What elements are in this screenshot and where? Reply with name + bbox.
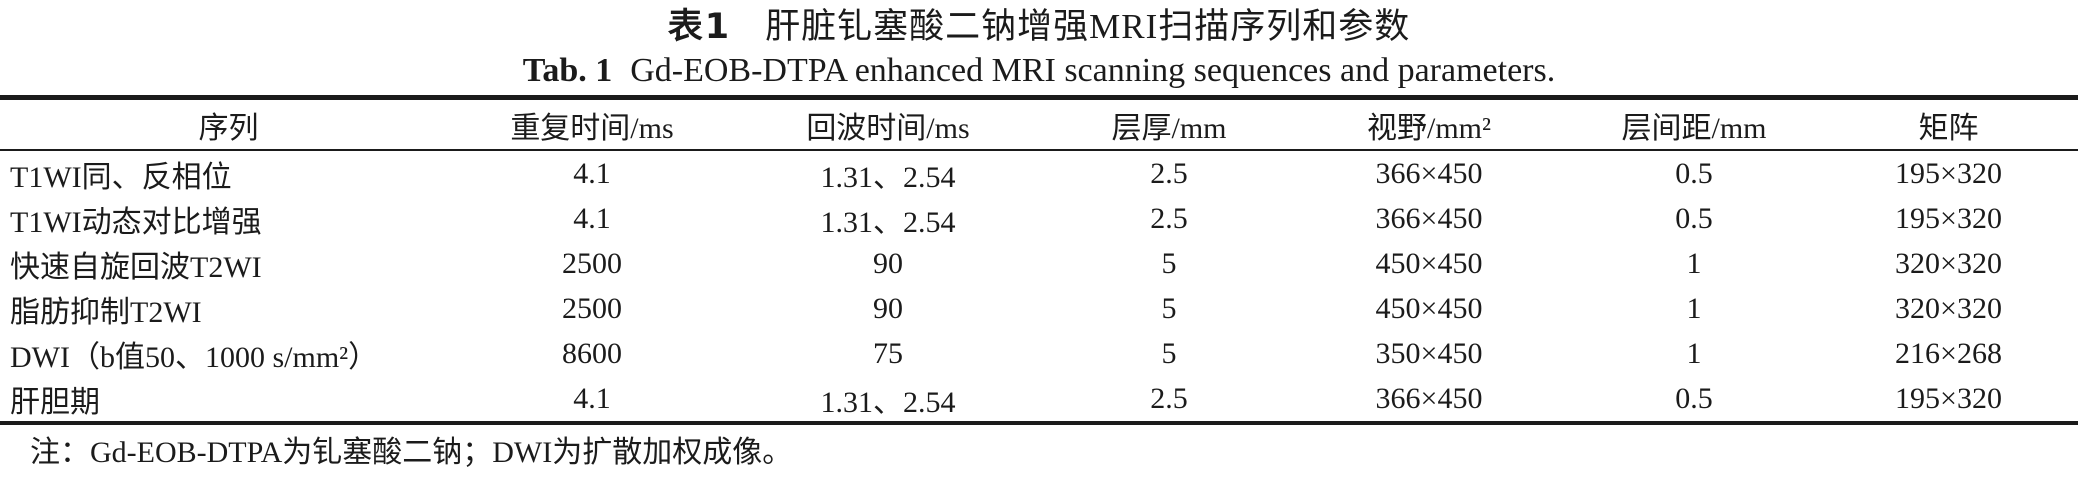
value-cell: 450×450	[1375, 291, 1483, 325]
parameters-table: 序列 重复时间/ms 回波时间/ms 层厚/mm 视野/mm² 层间距/mm 矩…	[0, 95, 2078, 425]
value-cell: 2.5	[1150, 201, 1188, 235]
value-cell: 350×450	[1375, 336, 1483, 370]
column-header-matrix: 矩阵	[1819, 97, 2078, 151]
value-cell: 1.31、2.54	[820, 385, 956, 419]
table-row: T1WI动态对比增强 4.1 1.31、2.54 2.5 366×450 0.5 195×3…	[0, 196, 2078, 241]
table-caption-en: Tab. 1 Gd-EOB-DTPA enhanced MRI scanning …	[0, 51, 2078, 91]
column-header-slice-gap: 层间距/mm	[1569, 97, 1819, 151]
sequence-cell: 快速自旋回波T2WI	[10, 250, 262, 284]
column-header-slice-thickness: 层厚/mm	[1049, 97, 1289, 151]
value-cell: 4.1	[573, 201, 611, 235]
table-header: 序列 重复时间/ms 回波时间/ms 层厚/mm 视野/mm² 层间距/mm 矩…	[0, 97, 2078, 151]
value-cell: 1	[1686, 246, 1702, 280]
value-cell: 5	[1161, 246, 1177, 280]
value-cell: 366×450	[1375, 201, 1483, 235]
value-cell: 90	[873, 291, 903, 325]
value-cell: 366×450	[1375, 156, 1483, 190]
value-cell: 195×320	[1895, 381, 2002, 415]
table-title-en: Gd-EOB-DTPA enhanced MRI scanning sequen…	[630, 52, 1556, 89]
table-number-en: Tab. 1	[522, 52, 613, 89]
sequence-cell: 肝胆期	[10, 385, 100, 419]
value-cell: 5	[1161, 336, 1177, 370]
value-cell: 2500	[562, 246, 622, 280]
value-cell: 5	[1161, 291, 1177, 325]
table-row: DWI（b值50、1000 s/mm²） 8600 75 5 350×450 1 216×2…	[0, 331, 2078, 376]
value-cell: 4.1	[573, 156, 611, 190]
value-cell: 1.31、2.54	[820, 160, 956, 194]
value-cell: 195×320	[1895, 201, 2002, 235]
value-cell: 4.1	[573, 381, 611, 415]
value-cell: 450×450	[1375, 246, 1483, 280]
header-row: 序列 重复时间/ms 回波时间/ms 层厚/mm 视野/mm² 层间距/mm 矩…	[0, 97, 2078, 151]
column-header-echo-time: 回波时间/ms	[727, 97, 1049, 151]
sequence-cell: DWI（b值50、1000 s/mm²）	[10, 340, 379, 374]
value-cell: 90	[873, 246, 903, 280]
value-cell: 1.31、2.54	[820, 205, 956, 239]
table-body: T1WI同、反相位 4.1 1.31、2.54 2.5 366×450 0.5 195×32…	[0, 150, 2078, 423]
sequence-cell: T1WI动态对比增强	[10, 205, 262, 239]
value-cell: 320×320	[1895, 246, 2002, 280]
table-number-zh: 表1	[667, 7, 732, 47]
column-header-sequence: 序列	[0, 97, 457, 151]
value-cell: 0.5	[1675, 381, 1713, 415]
table-footnote: 注：Gd-EOB-DTPA为钆塞酸二钠；DWI为扩散加权成像。	[30, 436, 793, 469]
value-cell: 8600	[562, 336, 622, 370]
sequence-cell: 脂肪抑制T2WI	[10, 295, 202, 329]
table-row: 肝胆期 4.1 1.31、2.54 2.5 366×450 0.5 195×320	[0, 376, 2078, 423]
table-row: T1WI同、反相位 4.1 1.31、2.54 2.5 366×450 0.5 195×32…	[0, 150, 2078, 196]
table-title-zh: 肝脏钆塞酸二钠增强MRI扫描序列和参数	[765, 7, 1411, 46]
sequence-cell: T1WI同、反相位	[10, 160, 232, 194]
value-cell: 0.5	[1675, 156, 1713, 190]
value-cell: 216×268	[1895, 336, 2002, 370]
table-row: 脂肪抑制T2WI 2500 90 5 450×450 1 320×320	[0, 286, 2078, 331]
value-cell: 2.5	[1150, 381, 1188, 415]
table-caption-zh: 表1 肝脏钆塞酸二钠增强MRI扫描序列和参数	[0, 0, 2078, 49]
value-cell: 195×320	[1895, 156, 2002, 190]
table-row: 快速自旋回波T2WI 2500 90 5 450×450 1 320×320	[0, 241, 2078, 286]
value-cell: 320×320	[1895, 291, 2002, 325]
value-cell: 2.5	[1150, 156, 1188, 190]
value-cell: 75	[873, 336, 903, 370]
value-cell: 0.5	[1675, 201, 1713, 235]
value-cell: 366×450	[1375, 381, 1483, 415]
value-cell: 1	[1686, 291, 1702, 325]
value-cell: 2500	[562, 291, 622, 325]
column-header-repetition-time: 重复时间/ms	[457, 97, 727, 151]
value-cell: 1	[1686, 336, 1702, 370]
column-header-field-of-view: 视野/mm²	[1289, 97, 1569, 151]
